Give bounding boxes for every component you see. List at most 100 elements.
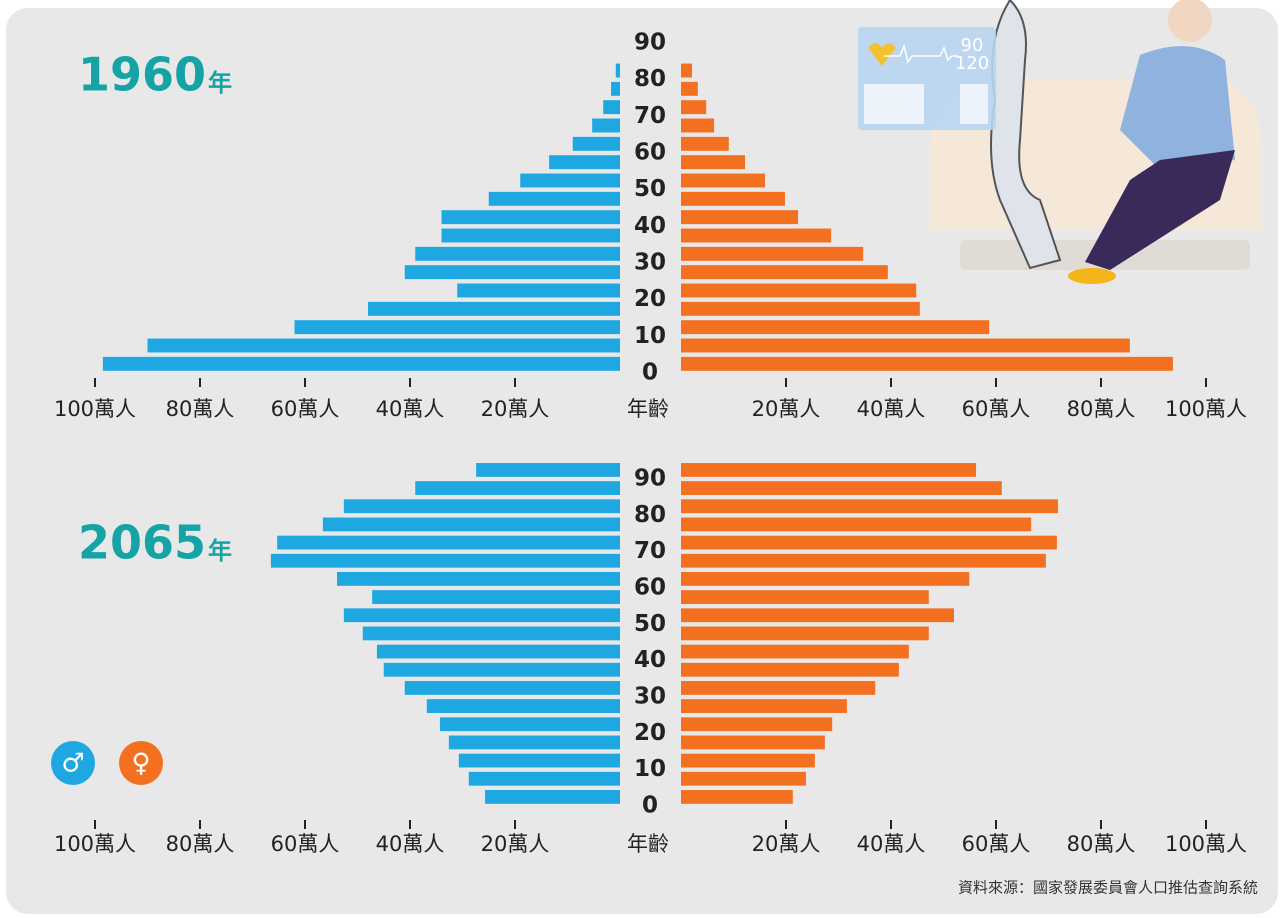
- bar: [368, 302, 620, 316]
- bar: [440, 717, 620, 731]
- x-tick-label: 20萬人: [752, 832, 821, 856]
- bar: [681, 64, 692, 78]
- bar: [681, 536, 1057, 550]
- bar: [681, 302, 920, 316]
- age-tick-label: 60: [634, 575, 666, 601]
- bar: [405, 681, 620, 695]
- bar: [427, 699, 620, 713]
- bar: [681, 554, 1046, 568]
- age-tick-label: 10: [634, 756, 666, 782]
- bar: [681, 572, 969, 586]
- x-tick-label: 60萬人: [962, 397, 1031, 421]
- bar: [681, 339, 1130, 353]
- bar: [611, 82, 620, 96]
- bar: [681, 119, 714, 133]
- bar: [405, 265, 620, 279]
- age-tick-label: 20: [634, 720, 666, 746]
- bar: [681, 772, 806, 786]
- infographic: 90 120 資料來源：國家發展委員會人口推估查詢系統 1960年0102030…: [0, 0, 1284, 918]
- age-tick-label: 30: [634, 684, 666, 710]
- bar: [449, 736, 620, 750]
- bar: [442, 229, 621, 243]
- bar: [681, 627, 929, 641]
- bar: [681, 590, 929, 604]
- bar: [681, 699, 847, 713]
- x-tick-label: 40萬人: [376, 397, 445, 421]
- bar: [415, 481, 620, 495]
- bar: [459, 754, 620, 768]
- bar: [415, 247, 620, 261]
- legend-label: ♀: [131, 749, 150, 779]
- age-tick-label: 10: [634, 323, 666, 349]
- x-tick-label: 60萬人: [962, 832, 1031, 856]
- x-tick-label: 100萬人: [54, 832, 136, 856]
- bar: [344, 608, 620, 622]
- bar: [476, 463, 620, 477]
- bar: [549, 155, 620, 169]
- bar: [681, 681, 875, 695]
- age-tick-label: 0: [642, 793, 658, 819]
- x-tick-label: 100萬人: [1165, 397, 1247, 421]
- age-tick-label: 40: [634, 647, 666, 673]
- x-tick-label: 20萬人: [752, 397, 821, 421]
- bar: [489, 192, 620, 206]
- bar: [681, 608, 954, 622]
- bar: [681, 357, 1173, 371]
- bar: [323, 518, 620, 532]
- x-tick-label: 60萬人: [271, 832, 340, 856]
- bar: [442, 210, 621, 224]
- x-tick-label: 80萬人: [1067, 832, 1136, 856]
- x-tick-label: 80萬人: [166, 397, 235, 421]
- bar: [681, 174, 765, 188]
- monitor-value: 120: [955, 53, 989, 74]
- page: {"chart_data": [ {"type": "pyramid", "ti…: [0, 0, 1284, 918]
- bar: [277, 536, 620, 550]
- age-tick-label: 90: [634, 466, 666, 492]
- bar: [681, 265, 888, 279]
- bar: [295, 320, 621, 334]
- bar: [681, 137, 729, 151]
- age-tick-label: 90: [634, 30, 666, 56]
- bar: [681, 717, 832, 731]
- x-tick-label: 20萬人: [481, 397, 550, 421]
- bar: [681, 518, 1031, 532]
- x-tick-label: 60萬人: [271, 397, 340, 421]
- bar: [681, 82, 698, 96]
- x-tick-label: 100萬人: [1165, 832, 1247, 856]
- x-tick-label: 80萬人: [1067, 397, 1136, 421]
- bar: [681, 736, 825, 750]
- bar: [681, 754, 815, 768]
- title-unit: 年: [208, 537, 232, 565]
- bar: [271, 554, 620, 568]
- bar: [616, 64, 620, 78]
- age-tick-label: 60: [634, 140, 666, 166]
- chart-title: 2065: [78, 516, 206, 570]
- x-tick-label: 20萬人: [481, 832, 550, 856]
- bar: [372, 590, 620, 604]
- age-tick-label: 50: [634, 176, 666, 202]
- age-tick-label: 40: [634, 213, 666, 239]
- source: 資料來源：國家發展委員會人口推估查詢系統: [958, 879, 1258, 897]
- man-head: [1168, 0, 1212, 42]
- age-axis-label: 年齡: [627, 397, 669, 421]
- age-tick-label: 80: [634, 502, 666, 528]
- age-tick-label: 70: [634, 538, 666, 564]
- bar: [485, 790, 620, 804]
- age-tick-label: 50: [634, 611, 666, 637]
- slipper: [1068, 268, 1116, 284]
- bar: [681, 645, 909, 659]
- bar: [603, 100, 620, 114]
- age-tick-label: 20: [634, 286, 666, 312]
- bar: [384, 663, 620, 677]
- bar: [681, 229, 831, 243]
- bar: [681, 463, 976, 477]
- age-tick-label: 0: [642, 360, 658, 386]
- bar: [457, 284, 620, 298]
- x-tick-label: 80萬人: [166, 832, 235, 856]
- bar: [103, 357, 620, 371]
- legend-label: ♂: [61, 749, 84, 779]
- bar: [681, 481, 1002, 495]
- bar: [681, 210, 798, 224]
- x-tick-label: 40萬人: [376, 832, 445, 856]
- bar: [681, 155, 745, 169]
